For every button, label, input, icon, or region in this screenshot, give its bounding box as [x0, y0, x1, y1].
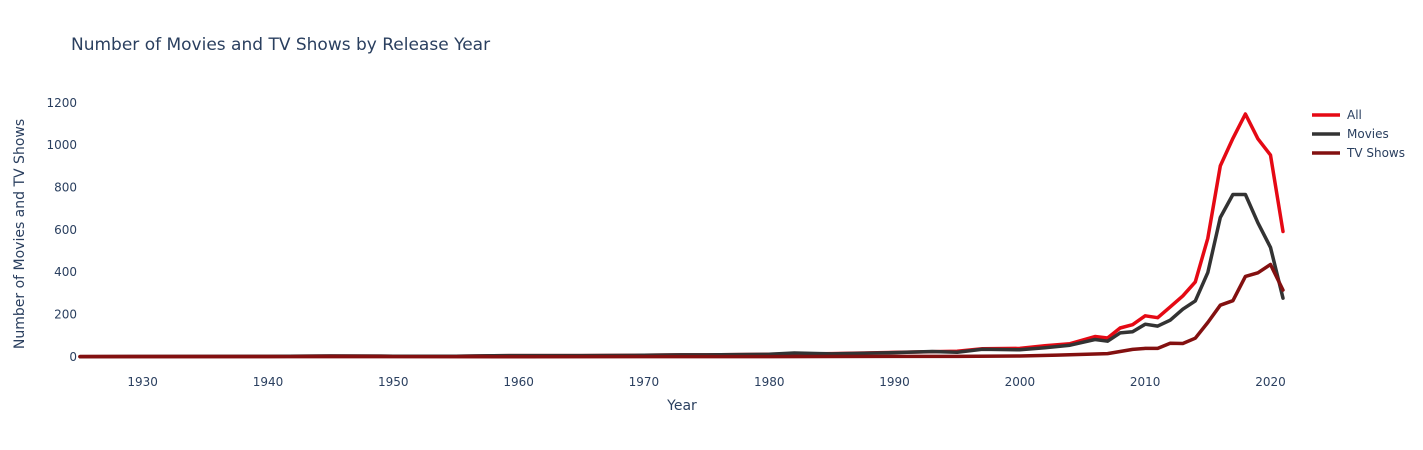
x-tick-label: 1980	[754, 375, 785, 389]
x-axis-title: Year	[666, 398, 697, 414]
x-tick-label: 1940	[253, 375, 284, 389]
legend-label: All	[1347, 108, 1362, 122]
y-tick-label: 400	[54, 265, 77, 279]
y-tick-label: 1200	[46, 96, 77, 110]
y-axis-title: Number of Movies and TV Shows	[12, 119, 28, 349]
x-tick-label: 1960	[503, 375, 534, 389]
y-tick-label: 0	[69, 350, 77, 364]
x-axis: 1930 1940 1950 1960 1970 1980 1990 2000 2010 2020	[127, 375, 1285, 389]
y-tick-label: 200	[54, 307, 77, 321]
y-tick-label: 800	[54, 180, 77, 194]
legend-item-all[interactable]: All	[1312, 108, 1362, 122]
x-tick-label: 2020	[1255, 375, 1286, 389]
x-tick-label: 1970	[629, 375, 660, 389]
legend-label: TV Shows	[1346, 146, 1405, 160]
y-tick-label: 1000	[46, 138, 77, 152]
x-tick-label: 1990	[879, 375, 910, 389]
plot-area	[78, 112, 1285, 359]
x-tick-label: 1930	[127, 375, 158, 389]
chart-title: Number of Movies and TV Shows by Release…	[71, 35, 490, 55]
x-tick-label: 2000	[1005, 375, 1036, 389]
legend[interactable]: All Movies TV Shows	[1312, 108, 1405, 160]
legend-label: Movies	[1347, 127, 1389, 141]
y-tick-label: 600	[54, 223, 77, 237]
series-line-tv-shows	[78, 262, 1285, 359]
legend-item-tv-shows[interactable]: TV Shows	[1312, 146, 1405, 160]
x-tick-label: 1950	[378, 375, 409, 389]
x-tick-label: 2010	[1130, 375, 1161, 389]
legend-item-movies[interactable]: Movies	[1312, 127, 1389, 141]
y-axis: 0 200 400 600 800 1000 1200	[46, 96, 77, 364]
